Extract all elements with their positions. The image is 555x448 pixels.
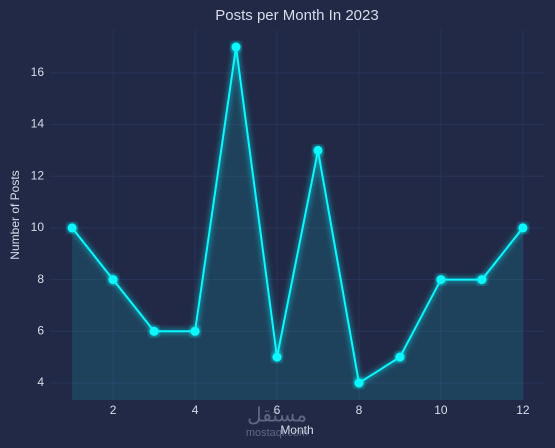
y-axis-label: Number of Posts (8, 170, 22, 259)
y-tick-label: 4 (37, 375, 44, 389)
x-tick-label: 4 (192, 403, 199, 417)
y-tick-label: 10 (31, 220, 45, 234)
marker (354, 378, 364, 388)
y-tick-label: 14 (31, 117, 45, 131)
marker (231, 42, 241, 52)
y-tick-label: 6 (37, 323, 44, 337)
line (71, 46, 524, 385)
marker (395, 352, 405, 362)
x-tick-label: 2 (110, 403, 117, 417)
marker (313, 145, 323, 155)
marker (67, 223, 77, 233)
watermark: mostaql.com (246, 427, 308, 439)
marker (190, 326, 200, 336)
x-tick-label: 6 (274, 403, 281, 417)
marker (272, 352, 282, 362)
y-tick-label: 16 (31, 65, 45, 79)
marker (436, 275, 446, 285)
marker (108, 275, 118, 285)
marker (477, 275, 487, 285)
x-axis-label: Month (280, 423, 313, 437)
x-tick-label: 8 (356, 403, 363, 417)
y-tick-label: 8 (37, 272, 44, 286)
x-tick-label: 10 (434, 403, 448, 417)
marker (149, 326, 159, 336)
y-tick-label: 12 (31, 168, 45, 182)
watermark: مستقل (247, 404, 307, 426)
chart-title: Posts per Month In 2023 (215, 7, 378, 24)
marker (518, 223, 528, 233)
area (72, 47, 523, 401)
x-tick-label: 12 (516, 403, 530, 417)
